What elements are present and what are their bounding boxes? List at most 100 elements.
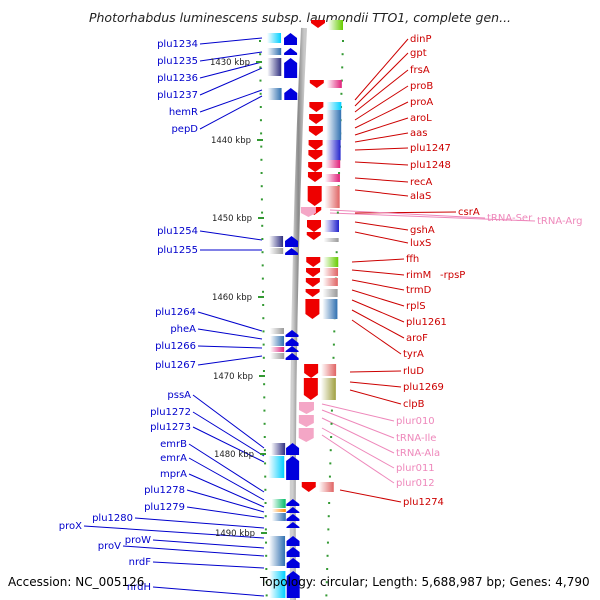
reverse-gene-arrow bbox=[308, 150, 323, 160]
connector-plu1266 bbox=[197, 345, 263, 349]
forward-gene-arrow bbox=[284, 33, 298, 45]
connector-ffh bbox=[351, 258, 405, 263]
forward-gene-arrow bbox=[285, 330, 299, 337]
scale-tick-label: 1430 kbp bbox=[210, 58, 250, 68]
rna-gene-arrow bbox=[298, 428, 314, 442]
gene-labels: plu1234 plu1235 plu1236 plu1237 hemR pepD plu1… bbox=[59, 34, 583, 593]
minor-tick-left bbox=[262, 356, 265, 359]
scale-tick-label: 1480 kbp bbox=[214, 450, 254, 460]
gene-label-rpsp: -rpsP bbox=[440, 270, 465, 281]
gene-label-plu1234: plu1234 bbox=[157, 39, 198, 50]
minor-tick-left bbox=[259, 119, 262, 122]
minor-tick-left bbox=[259, 66, 262, 69]
gene-label-reca: recA bbox=[410, 177, 433, 188]
topology-text: Topology: circular; Length: 5,688,987 bp… bbox=[260, 575, 590, 589]
connector-csra bbox=[354, 211, 457, 214]
forward-gene-box bbox=[269, 328, 284, 334]
connector-phea bbox=[197, 328, 263, 340]
connector-plu1234 bbox=[199, 37, 263, 45]
reverse-gene-box bbox=[325, 140, 341, 160]
connector-plu1247 bbox=[354, 147, 409, 151]
connector-gpt bbox=[354, 52, 409, 107]
connector-trna-ala bbox=[321, 417, 395, 454]
minor-tick-right bbox=[327, 515, 330, 518]
connector-dinp bbox=[354, 38, 409, 101]
scale-tick-label: 1450 kbp bbox=[212, 214, 252, 224]
scale-tick-label: 1470 kbp bbox=[213, 372, 253, 382]
minor-tick-left bbox=[260, 158, 263, 161]
reverse-gene-box bbox=[322, 289, 338, 297]
connector-arol bbox=[354, 117, 409, 136]
reverse-gene-arrow bbox=[308, 162, 323, 172]
connector-plu1269 bbox=[349, 381, 402, 388]
reverse-gene-box bbox=[323, 268, 339, 276]
connector-plu1235 bbox=[199, 51, 263, 62]
gene-label-prow: proW bbox=[125, 535, 151, 546]
gene-label-dinp: dinP bbox=[410, 34, 432, 45]
reverse-gene-arrow bbox=[307, 186, 322, 206]
minor-tick-right bbox=[336, 211, 339, 214]
connector-plur011 bbox=[321, 427, 395, 469]
reverse-gene-box bbox=[318, 482, 334, 492]
connector-plu1237 bbox=[199, 67, 263, 96]
rna-label-trna-ser: tRNA-Ser bbox=[487, 213, 533, 224]
gene-label-luxs: luxS bbox=[410, 238, 431, 249]
minor-tick-left bbox=[259, 53, 262, 56]
minor-tick-left bbox=[262, 330, 265, 333]
gene-tracks bbox=[267, 20, 343, 598]
reverse-gene-box bbox=[322, 299, 338, 319]
genome-backbone bbox=[289, 27, 307, 600]
minor-tick-right bbox=[333, 330, 336, 333]
forward-gene-arrow bbox=[286, 536, 300, 546]
accession-text: Accession: NC_005126 bbox=[8, 575, 145, 589]
connector-rimm bbox=[351, 269, 405, 276]
minor-tick-left bbox=[261, 238, 264, 240]
connector-hemr bbox=[199, 89, 263, 113]
connector-trna-ser bbox=[329, 209, 486, 219]
forward-gene-box bbox=[269, 571, 286, 598]
connector-plu1264 bbox=[197, 311, 263, 332]
connector-plu1278 bbox=[186, 489, 265, 513]
minor-tick-left bbox=[264, 475, 267, 478]
gene-label-plu1235: plu1235 bbox=[157, 56, 198, 67]
minor-tick-left bbox=[261, 251, 264, 254]
minor-tick-left bbox=[262, 304, 265, 306]
gene-label-hemr: hemR bbox=[169, 107, 198, 118]
minor-tick-right bbox=[341, 53, 344, 56]
forward-gene-box bbox=[271, 499, 286, 508]
connector-plu1272 bbox=[192, 411, 265, 457]
gene-label-pepd: pepD bbox=[171, 124, 198, 135]
minor-tick-left bbox=[260, 185, 263, 188]
minor-tick-left bbox=[265, 568, 268, 570]
forward-gene-arrow bbox=[285, 338, 299, 346]
connector-emrb bbox=[188, 443, 265, 493]
reverse-gene-arrow bbox=[308, 126, 323, 136]
reverse-gene-arrow bbox=[305, 299, 320, 319]
minor-tick-left bbox=[260, 145, 263, 148]
minor-tick-right bbox=[325, 594, 328, 597]
reverse-gene-box bbox=[323, 257, 339, 267]
connector-prob bbox=[354, 85, 409, 121]
forward-gene-arrow bbox=[286, 522, 300, 528]
minor-tick-right bbox=[327, 528, 330, 531]
reverse-gene-box bbox=[326, 102, 342, 110]
rna-label-plur010: plur010 bbox=[396, 416, 435, 427]
gene-label-gsha: gshA bbox=[410, 225, 435, 236]
forward-gene-arrow bbox=[285, 248, 299, 255]
minor-tick-left bbox=[262, 370, 265, 372]
connector-plu1279 bbox=[186, 506, 265, 519]
forward-gene-box bbox=[271, 509, 286, 512]
gene-label-phea: pheA bbox=[170, 324, 196, 335]
minor-tick-left bbox=[259, 79, 262, 82]
rna-gene-arrow bbox=[298, 415, 314, 427]
forward-gene-box bbox=[269, 236, 284, 247]
scale-tick-label: 1440 kbp bbox=[211, 136, 251, 146]
minor-tick-right bbox=[330, 409, 333, 412]
gene-label-plu1279: plu1279 bbox=[144, 502, 185, 513]
connector-prow bbox=[152, 539, 265, 549]
connector-pssa bbox=[192, 394, 265, 449]
gene-label-plu1266: plu1266 bbox=[155, 341, 196, 352]
connector-arof bbox=[351, 309, 405, 339]
minor-tick-left bbox=[264, 488, 267, 491]
